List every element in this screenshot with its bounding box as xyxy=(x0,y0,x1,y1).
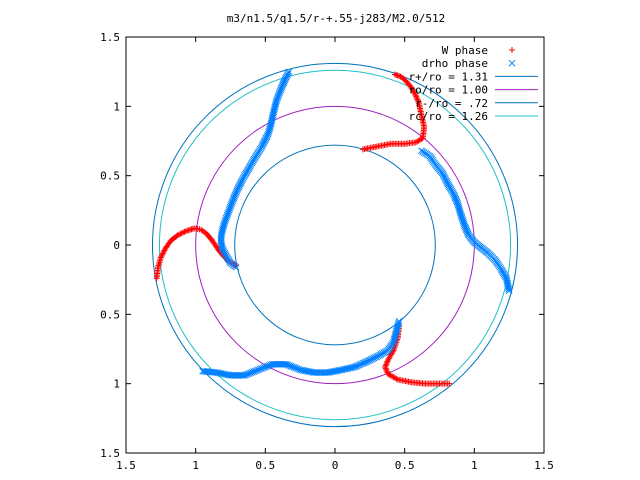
data-point xyxy=(199,367,206,375)
data-point xyxy=(159,250,166,257)
data-point xyxy=(383,361,390,368)
data-point xyxy=(383,359,390,366)
data-point xyxy=(393,71,400,78)
data-point xyxy=(384,358,391,365)
data-point xyxy=(505,287,513,295)
legend-label: W phase xyxy=(442,44,488,57)
legend-swatch xyxy=(509,47,515,53)
x-tick-label: 1 xyxy=(471,459,478,472)
y-tick-label: 1.5 xyxy=(100,447,120,460)
data-point xyxy=(394,72,401,79)
data-point xyxy=(178,230,185,237)
series-0-arm-1 xyxy=(359,71,428,153)
legend-label: ro/ro = 1.00 xyxy=(409,84,488,97)
circle-3 xyxy=(158,69,512,421)
x-tick-label: 0.5 xyxy=(255,459,275,472)
series-0-arm-2 xyxy=(382,322,453,387)
chart-title: m3/n1.5/q1.5/r-+.55-j283/M2.0/512 xyxy=(227,12,446,25)
data-point xyxy=(397,73,404,80)
data-point xyxy=(181,228,188,235)
data-point xyxy=(412,92,419,99)
circle-2 xyxy=(234,144,436,346)
data-point xyxy=(396,73,403,80)
circle-0 xyxy=(151,62,519,428)
x-tick-label: 1.5 xyxy=(534,459,554,472)
data-point xyxy=(505,285,513,293)
series-1-arm-2 xyxy=(199,317,403,379)
data-point xyxy=(391,71,398,78)
data-point xyxy=(383,366,390,373)
series-1-arm-0 xyxy=(217,68,293,271)
data-point xyxy=(414,96,421,103)
data-point xyxy=(413,93,420,100)
data-point xyxy=(383,368,390,375)
data-point xyxy=(382,364,389,371)
data-point xyxy=(415,99,422,106)
data-point xyxy=(158,253,165,260)
data-point xyxy=(160,248,167,255)
series-1-arm-1 xyxy=(418,147,513,295)
data-point xyxy=(413,95,420,102)
x-tick-label: 0 xyxy=(332,459,339,472)
axis-ticks: 1.5 1 0.5 0 0.5 1 1.51.510.500.511.5 xyxy=(100,31,554,472)
y-tick-label: 0 xyxy=(113,239,120,252)
x-tick-label: 0.5 xyxy=(395,459,415,472)
y-tick-label: 1.5 xyxy=(100,31,120,44)
data-point xyxy=(175,231,182,238)
data-point xyxy=(232,263,240,271)
data-point xyxy=(382,365,389,372)
data-point xyxy=(174,232,181,239)
x-tick-label: 1 xyxy=(192,459,199,472)
legend-label: rc/ro = 1.26 xyxy=(409,110,488,123)
data-point xyxy=(200,367,208,375)
data-point xyxy=(385,355,392,362)
y-tick-label: 0.5 xyxy=(100,308,120,321)
data-point xyxy=(177,230,184,237)
data-point xyxy=(384,357,391,364)
y-tick-label: 1 xyxy=(113,378,120,391)
y-tick-label: 0.5 xyxy=(100,170,120,183)
data-point xyxy=(157,254,164,261)
data-point xyxy=(159,251,166,258)
legend-label: r-/ro = .72 xyxy=(415,97,488,110)
series-1 xyxy=(199,68,513,379)
legend-label: r+/ro = 1.31 xyxy=(409,70,488,83)
data-point xyxy=(180,229,187,236)
data-point xyxy=(398,74,405,81)
data-point xyxy=(393,375,400,382)
data-point xyxy=(415,97,422,104)
x-tick-label: 1.5 xyxy=(116,459,136,472)
data-point xyxy=(446,380,453,387)
y-tick-label: 1 xyxy=(113,100,120,113)
legend-swatch xyxy=(508,59,516,67)
legend-label: drho phase xyxy=(422,57,488,70)
data-points xyxy=(153,68,513,387)
circle-1 xyxy=(195,105,475,385)
